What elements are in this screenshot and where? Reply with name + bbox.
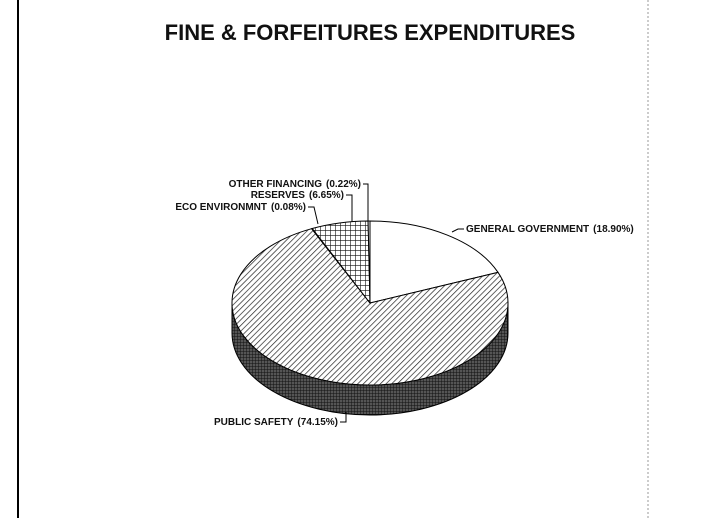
slice-label: GENERAL GOVERNMENT (18.90%) — [466, 224, 634, 235]
slice-value: (0.22%) — [326, 179, 361, 190]
slice-category: OTHER FINANCING — [229, 179, 323, 190]
leader-line — [340, 412, 347, 423]
slice-label: OTHER FINANCING (0.22%) — [229, 179, 361, 190]
leader-line — [346, 194, 353, 222]
slice-label: ECO ENVIRONMNT (0.08%) — [175, 202, 306, 213]
slice-value: (0.08%) — [271, 202, 306, 213]
slice-value: (6.65%) — [309, 190, 344, 201]
pie-slice — [231, 228, 509, 386]
slice-label: PUBLIC SAFETY (74.15%) — [214, 417, 338, 428]
slice-category: ECO ENVIRONMNT — [175, 202, 267, 213]
slice-category: RESERVES — [251, 190, 306, 201]
slice-value: (18.90%) — [593, 224, 634, 235]
slice-category: GENERAL GOVERNMENT — [466, 224, 589, 235]
chart-title: FINE & FORFEITURES EXPENDITURES — [165, 20, 576, 45]
leader-line — [451, 228, 464, 233]
pie-slice — [369, 220, 499, 304]
slice-label: RESERVES (6.65%) — [251, 190, 344, 201]
slice-category: PUBLIC SAFETY — [214, 417, 294, 428]
leader-line — [308, 206, 319, 225]
slice-value: (74.15%) — [297, 417, 338, 428]
leader-line — [363, 183, 369, 222]
